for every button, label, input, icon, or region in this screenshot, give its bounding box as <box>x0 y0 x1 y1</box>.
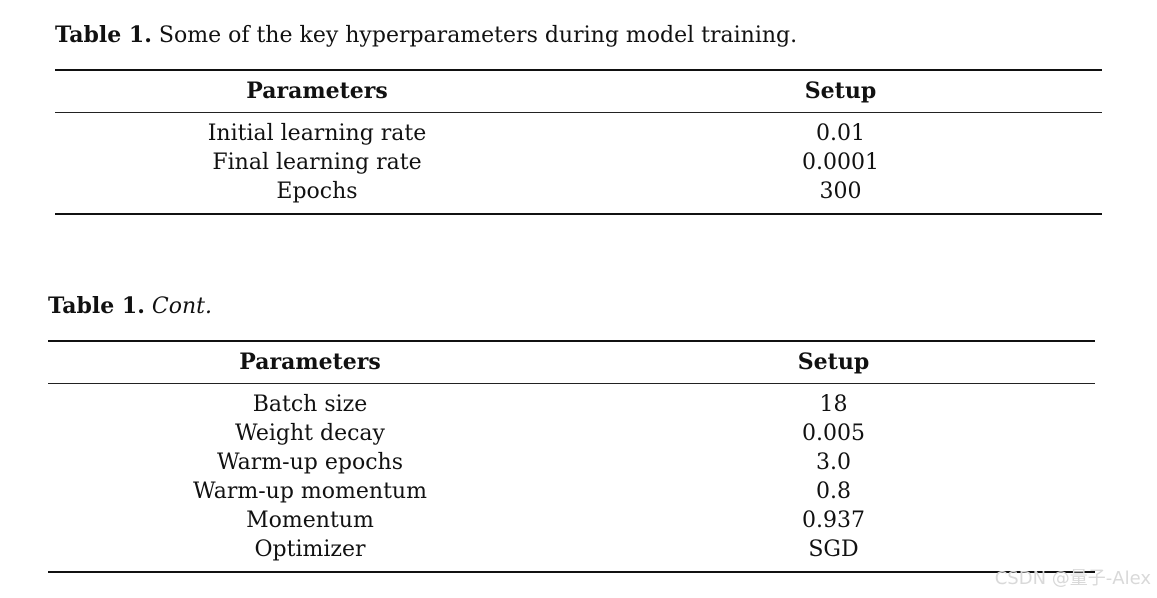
table-1-cont-caption-label: Table 1. <box>48 293 145 319</box>
table-1-cont-caption: Table 1. Cont. <box>48 292 212 321</box>
table-1-cont-row-1-param: Batch size <box>252 392 368 417</box>
table-1-cont-bottom-rule <box>48 571 1095 573</box>
table-1-cont: Parameters Setup Batch size 18 Weight de… <box>48 340 1095 574</box>
table-1-caption-text: Some of the key hyperparameters during m… <box>158 23 798 48</box>
table-1-row-2-setup: 0.0001 <box>802 150 879 175</box>
table-1: Parameters Setup Initial learning rate 0… <box>55 69 1102 215</box>
table-1-cont-header-rule <box>48 383 1095 384</box>
table-1-cont-row-5-setup: 0.937 <box>802 508 865 533</box>
table-1-row-1-setup: 0.01 <box>816 121 865 146</box>
table-1-header-setup: Setup <box>804 78 877 104</box>
table-1-cont-header-setup: Setup <box>797 349 870 375</box>
table-1-cont-row-3-param: Warm-up epochs <box>216 450 403 475</box>
table-1-caption-label: Table 1. <box>55 22 152 48</box>
table-1-bottom-rule <box>55 213 1102 215</box>
watermark: CSDN @量子-Alex <box>994 568 1151 589</box>
table-1-cont-row-4-setup: 0.8 <box>816 479 851 504</box>
table-1-row-3-setup: 300 <box>819 179 862 204</box>
table-1-header-rule <box>55 112 1102 113</box>
table-1-cont-row-4-param: Warm-up momentum <box>193 479 427 504</box>
table-1-top-rule <box>55 69 1102 71</box>
table-1-cont-row-3-setup: 3.0 <box>816 450 851 475</box>
table-1-cont-header-parameters: Parameters <box>239 349 381 375</box>
table-1-cont-top-rule <box>48 340 1095 342</box>
table-1-cont-caption-text: Cont. <box>151 294 212 319</box>
table-1-row-3-param: Epochs <box>276 179 358 204</box>
table-1-cont-row-2-setup: 0.005 <box>802 421 865 446</box>
table-1-cont-row-6-setup: SGD <box>808 537 859 562</box>
table-1-cont-row-5-param: Momentum <box>246 508 374 533</box>
table-1-header-parameters: Parameters <box>246 78 388 104</box>
table-1-cont-row-1-setup: 18 <box>819 392 848 417</box>
table-1-cont-row-6-param: Optimizer <box>254 537 366 562</box>
table-1-row-1-param: Initial learning rate <box>207 121 427 146</box>
table-1-caption: Table 1. Some of the key hyperparameters… <box>55 21 797 50</box>
table-1-row-2-param: Final learning rate <box>212 150 422 175</box>
table-1-cont-row-2-param: Weight decay <box>235 421 385 446</box>
